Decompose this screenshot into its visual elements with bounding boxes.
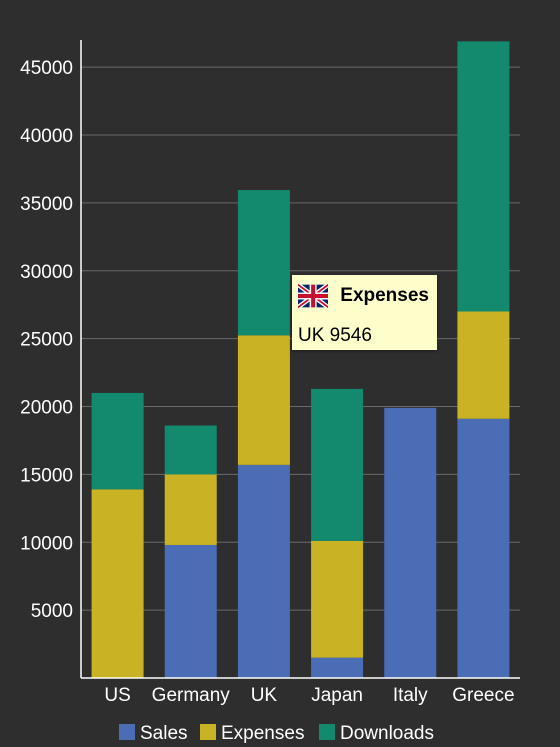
y-tick-label: 30000 [20, 262, 73, 283]
y-tick-labels: 5000 10000 15000 20000 25000 30000 35000 40000 4… [20, 58, 73, 622]
bar-sales-japan[interactable] [311, 657, 364, 678]
legend-swatch-sales [119, 724, 135, 740]
legend-label-expenses[interactable]: Expenses [221, 723, 304, 744]
bar-expenses-us[interactable] [91, 489, 144, 678]
legend: Sales Expenses Downloads [119, 723, 434, 744]
x-tick-label: US [104, 685, 130, 706]
y-tick-label: 45000 [20, 58, 73, 79]
bar-sales-uk[interactable] [237, 464, 290, 678]
y-tick-label: 35000 [20, 194, 73, 215]
bar-downloads-japan[interactable] [311, 388, 364, 541]
bar-downloads-uk[interactable] [237, 190, 290, 336]
tooltip-series-name: Expenses [340, 285, 429, 306]
legend-swatch-expenses [200, 724, 216, 740]
axes [80, 40, 520, 679]
bar-expenses-germany[interactable] [164, 474, 217, 545]
y-tick-label: 15000 [20, 465, 73, 486]
y-tick-label: 5000 [31, 601, 73, 622]
uk-flag-icon [298, 284, 329, 308]
bar-expenses-japan[interactable] [311, 540, 364, 658]
legend-label-downloads[interactable]: Downloads [340, 723, 434, 744]
bar-expenses-greece[interactable] [457, 311, 510, 419]
tooltip-header: Expenses [298, 281, 429, 311]
tooltip-value: UK 9546 [298, 325, 372, 346]
bar-sales-germany[interactable] [164, 544, 217, 678]
bar-sales-italy[interactable] [384, 407, 437, 678]
bar-downloads-germany[interactable] [164, 425, 217, 475]
x-tick-label: UK [251, 685, 278, 706]
x-tick-label: Italy [393, 685, 428, 706]
x-tick-labels: US Germany UK Japan Italy Greece [104, 685, 514, 706]
bars [91, 41, 510, 678]
x-tick-label: Japan [311, 685, 363, 706]
legend-swatch-downloads [319, 724, 335, 740]
legend-label-sales[interactable]: Sales [140, 723, 188, 744]
bar-downloads-us[interactable] [91, 392, 144, 490]
y-tick-label: 40000 [20, 126, 73, 147]
x-tick-label: Germany [152, 685, 231, 706]
bar-downloads-greece[interactable] [457, 41, 510, 312]
y-tick-label: 20000 [20, 398, 73, 419]
bar-expenses-uk[interactable] [237, 335, 290, 465]
x-tick-label: Greece [452, 685, 514, 706]
y-tick-label: 25000 [20, 330, 73, 351]
bar-sales-greece[interactable] [457, 418, 510, 678]
tooltip: Expenses UK 9546 [292, 275, 437, 350]
y-tick-label: 10000 [20, 533, 73, 554]
